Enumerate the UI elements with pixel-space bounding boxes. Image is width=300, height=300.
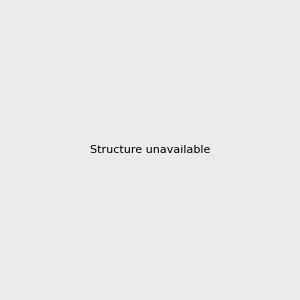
Text: Structure unavailable: Structure unavailable bbox=[90, 145, 210, 155]
